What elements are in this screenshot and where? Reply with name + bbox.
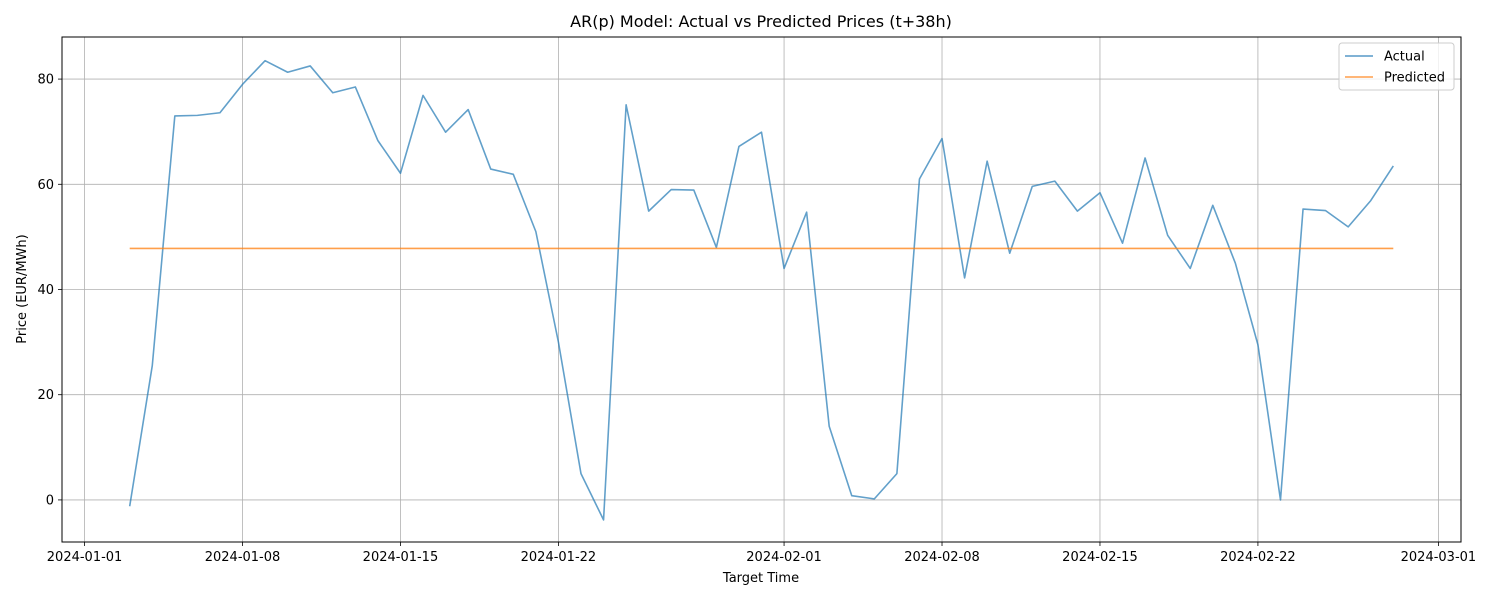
- y-axis: 0 20 40 60 80: [37, 73, 62, 508]
- legend-box: [1338, 42, 1455, 91]
- series-line-actual: [128, 59, 1394, 521]
- x-tick-label: 2024-01-22: [521, 550, 597, 565]
- legend-label-predicted: Predicted: [1384, 71, 1445, 86]
- grid: [62, 37, 1461, 542]
- legend-label-actual: Actual: [1384, 50, 1425, 65]
- legend: Actual Predicted: [1338, 42, 1455, 91]
- x-tick-label: 2024-02-22: [1220, 550, 1296, 565]
- x-tick-label: 2024-01-01: [47, 550, 123, 565]
- x-tick-label: 2024-02-01: [746, 550, 822, 565]
- x-tick-label: 2024-02-15: [1062, 550, 1138, 565]
- y-tick-label: 60: [37, 178, 54, 193]
- x-tick-label: 2024-03-01: [1401, 550, 1477, 565]
- x-axis: 2024-01-01 2024-01-08 2024-01-15 2024-01-22…: [47, 542, 1476, 565]
- x-tick-label: 2024-02-08: [904, 550, 980, 565]
- x-tick-label: 2024-01-08: [205, 550, 281, 565]
- y-tick-label: 0: [46, 493, 54, 508]
- y-axis-label: Price (EUR/MWh): [15, 234, 30, 343]
- chart-title: AR(p) Model: Actual vs Predicted Prices …: [570, 12, 952, 31]
- y-tick-label: 40: [37, 283, 54, 298]
- x-tick-label: 2024-01-15: [363, 550, 439, 565]
- series-group: [128, 59, 1394, 521]
- plot-frame: [61, 36, 1462, 543]
- x-axis-label: Target Time: [722, 571, 799, 586]
- y-tick-label: 20: [37, 388, 54, 403]
- y-tick-label: 80: [37, 73, 54, 88]
